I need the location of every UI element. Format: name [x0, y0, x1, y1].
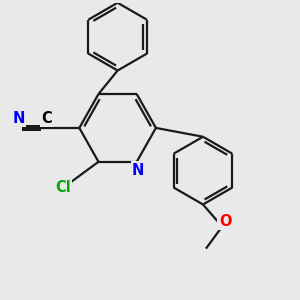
Text: N: N: [12, 111, 25, 126]
Text: N: N: [132, 163, 144, 178]
Text: Cl: Cl: [55, 180, 71, 195]
Text: C: C: [41, 111, 52, 126]
Text: O: O: [219, 214, 231, 229]
